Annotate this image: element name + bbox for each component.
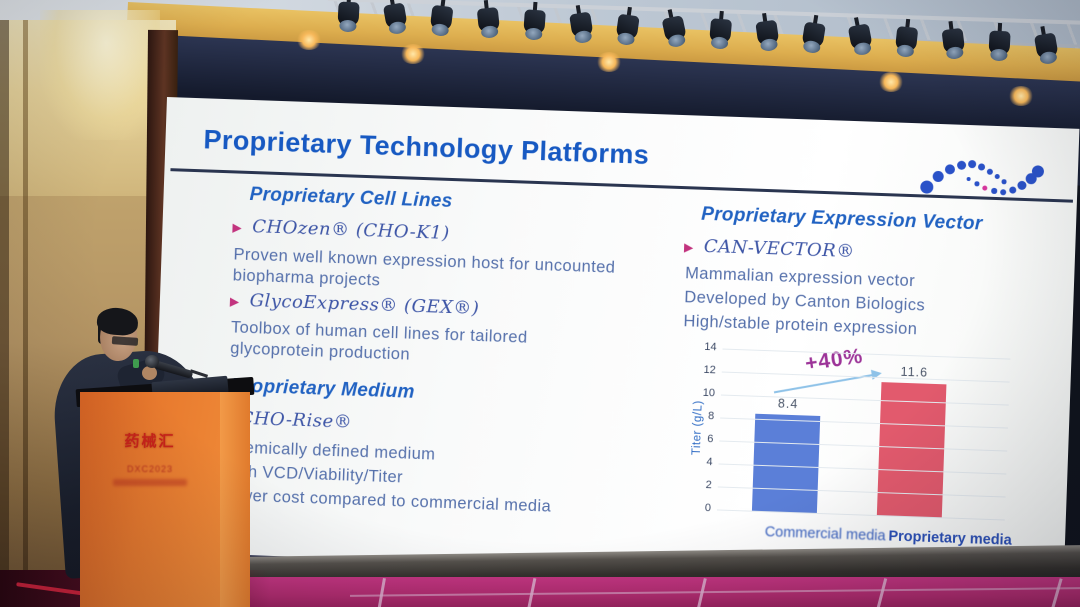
light-lens — [896, 44, 915, 58]
increase-arrow-icon — [773, 369, 882, 394]
product-name: CHO-Rise® — [239, 407, 353, 433]
pillar-light-glow — [40, 10, 160, 140]
logo-dot-blue — [966, 176, 971, 182]
light-lens — [990, 48, 1008, 62]
logo-dot-blue — [968, 160, 977, 169]
spotlight-icon — [894, 19, 919, 58]
spotlight-icon — [846, 17, 873, 57]
downlight-glow — [400, 44, 426, 64]
green-mic-light — [133, 359, 139, 368]
logo-dot-blue — [1017, 180, 1027, 191]
spotlight-icon — [337, 0, 360, 33]
product-name: CAN-VECTOR® — [703, 235, 856, 263]
downlight-glow — [878, 72, 904, 92]
floor-grid-line — [377, 577, 386, 607]
floor-grid-line — [875, 578, 888, 607]
plot-area: 8.4 11.6 +40% — [716, 345, 1011, 527]
logo-dot-blue — [994, 173, 1000, 180]
section-heading-vector: Proprietary Expression Vector — [700, 203, 983, 235]
podium-side-face — [220, 392, 250, 607]
spotlight-icon — [709, 10, 733, 50]
light-lens — [945, 46, 964, 61]
downlight-glows — [0, 0, 1080, 120]
speaker-hand — [142, 366, 157, 380]
light-lens — [480, 25, 499, 40]
tick-label: 6 — [707, 433, 714, 446]
vector-feature: High/stable protein expression — [683, 312, 918, 339]
bullet-triangle-icon: ▶ — [229, 294, 240, 309]
podium-brand-text: 药械汇 — [124, 433, 176, 450]
list-item: ▶ CHOzen® (CHO-K1) — [232, 215, 450, 244]
pillar-groove — [23, 20, 28, 607]
logo-dot-blue — [1009, 186, 1017, 194]
light-lens — [339, 19, 357, 33]
tick-label: 8 — [707, 410, 715, 423]
spotlight-icon — [523, 2, 546, 41]
downlight-glow — [596, 52, 622, 72]
spotlight-icon — [940, 21, 966, 61]
floor-grid-line — [1050, 578, 1063, 607]
spotlight-icon — [568, 4, 594, 44]
logo-dot-blue — [1031, 165, 1045, 178]
tick-label: 12 — [703, 363, 717, 377]
microphone-head — [145, 355, 159, 368]
tick-label: 4 — [706, 456, 713, 469]
podium: 药械汇 DXC2023 — [80, 392, 250, 607]
light-lens — [524, 27, 543, 41]
product-name: CHOzen® (CHO-K1) — [251, 216, 451, 244]
logo-dot-blue — [977, 163, 986, 171]
podium-event-text: DXC2023 — [126, 464, 174, 474]
projected-slide: Proprietary Technology Platforms Proprie… — [150, 97, 1080, 593]
logo-dot-magenta — [982, 185, 988, 191]
logo-dot-blue — [1001, 179, 1007, 184]
spotlight-icon — [382, 0, 409, 36]
logo-dot-blue — [986, 168, 993, 175]
logo-dot-blue — [944, 164, 956, 175]
logo-dot-blue — [991, 187, 997, 194]
spotlight-icon — [476, 0, 500, 40]
bullet-triangle-icon: ▶ — [683, 240, 694, 255]
logo-dot-blue — [932, 170, 944, 183]
tick-label: 14 — [704, 340, 717, 354]
logo-dot-blue — [956, 160, 967, 170]
spotlight-icon — [429, 0, 454, 38]
downlight-glow — [1008, 86, 1034, 106]
titer-bar-chart: Titer (g/L) 8.4 11.6 +40% 0 2 4 6 8 10 12 14 Co… — [671, 340, 1012, 572]
logo-dot-blue — [974, 181, 980, 186]
spotlight-icon — [754, 12, 780, 53]
pillar-edge-shadow — [0, 20, 9, 607]
spotlight-icon — [660, 8, 688, 49]
podium-front-face — [80, 392, 220, 607]
tick-label: 10 — [702, 386, 716, 400]
tick-label: 2 — [705, 479, 712, 492]
spotlight-icon — [988, 23, 1011, 62]
spotlight-icon — [1033, 25, 1060, 65]
logo-dot-blue — [1000, 189, 1007, 196]
floor-grid-line — [350, 587, 1080, 597]
podium-blurred-text-line — [113, 479, 187, 486]
tick-label: 0 — [704, 502, 712, 515]
product-description: Toolbox of human cell lines for tailored… — [229, 318, 528, 364]
product-name: GlycoExpress® (GEX®) — [249, 290, 480, 320]
logo-dot-blue — [920, 180, 934, 194]
speaker-glasses — [111, 336, 139, 346]
spotlight-icon — [615, 6, 641, 46]
y-axis-ticks: 0 2 4 6 8 10 12 14 — [687, 340, 719, 516]
medium-feature: Lower cost compared to commercial media — [220, 486, 552, 516]
section-heading-medium: Proprietary Medium — [230, 375, 416, 403]
downlight-glow — [296, 30, 322, 50]
company-logo-dots-icon — [916, 155, 1045, 201]
bullet-triangle-icon: ▶ — [232, 220, 242, 235]
list-item: ▶ CAN-VECTOR® — [684, 235, 855, 262]
section-heading-cell-lines: Proprietary Cell Lines — [249, 183, 453, 213]
slide-title: Proprietary Technology Platforms — [203, 124, 650, 170]
spotlight-icon — [800, 14, 826, 55]
